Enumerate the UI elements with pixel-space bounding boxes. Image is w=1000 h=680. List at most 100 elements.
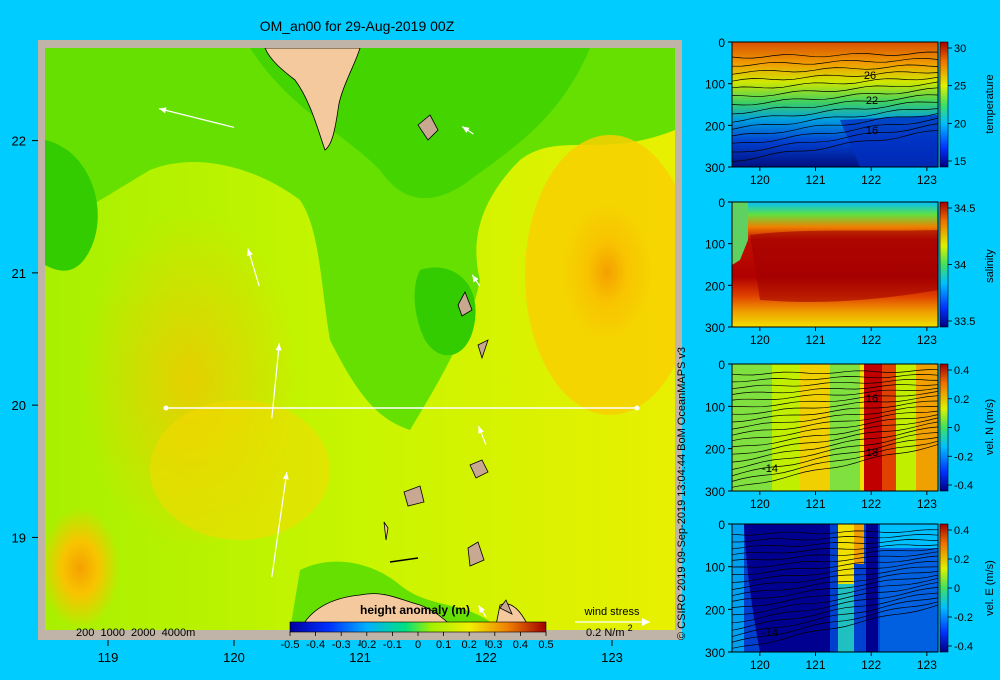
colorbar-tick-label: 0.4 [513,639,528,651]
panel-colorbar-tick-label: 0.2 [954,554,969,566]
map-x-tick-label: 122 [475,650,497,665]
contour-line [732,577,938,608]
vel-n-panel: -14 16 18 vel. N (m/s) [731,363,996,492]
colorbar-ticks: -0.5 -0.4 -0.3 -0.2 -0.1 0 0.1 0.2 0.3 0.4 0.5 [281,632,554,651]
contour-line [732,444,938,488]
wind-vector [477,425,487,446]
contour-line [732,566,938,590]
contour-line [732,94,938,115]
panel-colorbar-tick-label: -0.4 [954,641,973,653]
contour-line [732,529,938,536]
credit-text: © CSIRO 2019 09-Sep-2019 13:04:44 BoM Oc… [676,346,688,640]
warm-eddy-east [562,202,652,342]
temperature-contours [732,51,938,162]
panel-axes: 120 121 122 123 0 100 200 300 30 25 20 15 120 121 122 1… [705,36,975,672]
contour-line [732,601,938,643]
panel-y-tick-label: 200 [705,443,725,457]
panel-colorbar-tick-label: 0.4 [954,365,969,377]
wind-vector [271,343,282,419]
map-x-tick-label: 120 [223,650,245,665]
panel-x-tick-label: 123 [917,333,937,347]
contour-line [732,71,938,82]
contour-line [732,574,938,602]
vel-n-contour-label-16: 16 [866,393,878,405]
panel-y-tick-label: 0 [718,358,725,372]
contour-line [732,64,938,75]
vel-e-jet-green [838,584,854,652]
panel-x-tick-label: 123 [917,497,937,511]
panel-y-tick-label: 200 [705,279,725,293]
panel-x-tick-label: 123 [917,173,937,187]
contour-line [732,51,938,59]
wind-legend-value-text: 0.2 N/m [586,627,625,639]
contour-line [732,421,938,455]
vel-e-frame [731,523,939,653]
vel-e-band-orange [854,524,864,564]
panel-x-tick-label: 120 [750,333,770,347]
contour-line [732,369,938,376]
panel-y-tick-label: 0 [718,36,725,50]
panel-colorbar-tick-label: 20 [954,118,966,130]
vel-n-frame [731,363,939,492]
salinity-panel: salinity [731,201,996,328]
salinity-frame [731,201,939,328]
contour-line [732,76,938,89]
green-eddy-center [414,267,476,356]
panel-colorbar-tick-label: 34.5 [954,203,975,215]
contour-line [732,374,938,383]
temperature-contour-label-16: 16 [866,125,878,137]
panel-y-tick-label: 100 [705,238,725,252]
contour-line [732,539,938,550]
colorbar-tick-label: 0.5 [538,639,553,651]
wind-vector [158,107,235,128]
contour-line [732,544,938,556]
contour-line [732,560,938,583]
map-x-tick-label: 121 [349,650,371,665]
panel-colorbar-tick-label: 30 [954,43,966,55]
figure-title: OM_an00 for 29-Aug-2019 00Z [260,18,455,34]
wind-vector [247,248,260,287]
vel-n-contours [732,369,938,488]
contour-line [732,400,938,423]
panel-x-tick-label: 123 [917,658,937,672]
temperature-contour-label-22: 22 [866,95,878,107]
panel-y-tick-label: 200 [705,603,725,617]
contour-line [732,414,938,442]
contour-line [732,130,938,162]
contour-line [732,604,938,649]
panel-colorbar-tick-label: 0 [954,583,960,595]
temperature-colorbar-label: temperature [984,74,996,133]
contour-line [732,406,938,430]
wind-vector [478,605,487,618]
salinity-core [750,230,938,302]
contour-line [732,410,938,436]
salinity-colorbar [939,201,949,328]
panel-y-tick-label: 100 [705,78,725,92]
temperature-contour-label-26: 26 [864,70,876,82]
vel-e-band-west [732,524,744,652]
panel-x-tick-label: 121 [805,173,825,187]
panel-colorbar-tick-label: 15 [954,156,966,168]
vel-e-colorbar [939,523,949,653]
wind-vector [461,125,474,135]
green-eddy-west [45,140,98,271]
contour-line [732,597,938,638]
contour-line [732,534,938,543]
contour-line [732,592,938,631]
panel-x-tick-label: 120 [750,497,770,511]
contour-line [732,379,938,390]
temperature-frame [731,41,939,168]
panel-y-tick-label: 300 [705,161,725,175]
panel-colorbar-tick-label: 25 [954,81,966,93]
contour-line [732,417,938,448]
contour-line [732,87,938,106]
contour-line [732,555,938,576]
colorbar-tick-label: 0 [415,639,421,651]
colorbar-tick-label: -0.3 [332,639,351,651]
panel-x-tick-label: 121 [805,497,825,511]
wind-vector [271,472,289,578]
panel-colorbar-tick-label: 33.5 [954,316,975,328]
salinity-colorbar-label: salinity [984,249,996,283]
vel-e-colorbar-label: vel. E (m/s) [984,560,996,616]
